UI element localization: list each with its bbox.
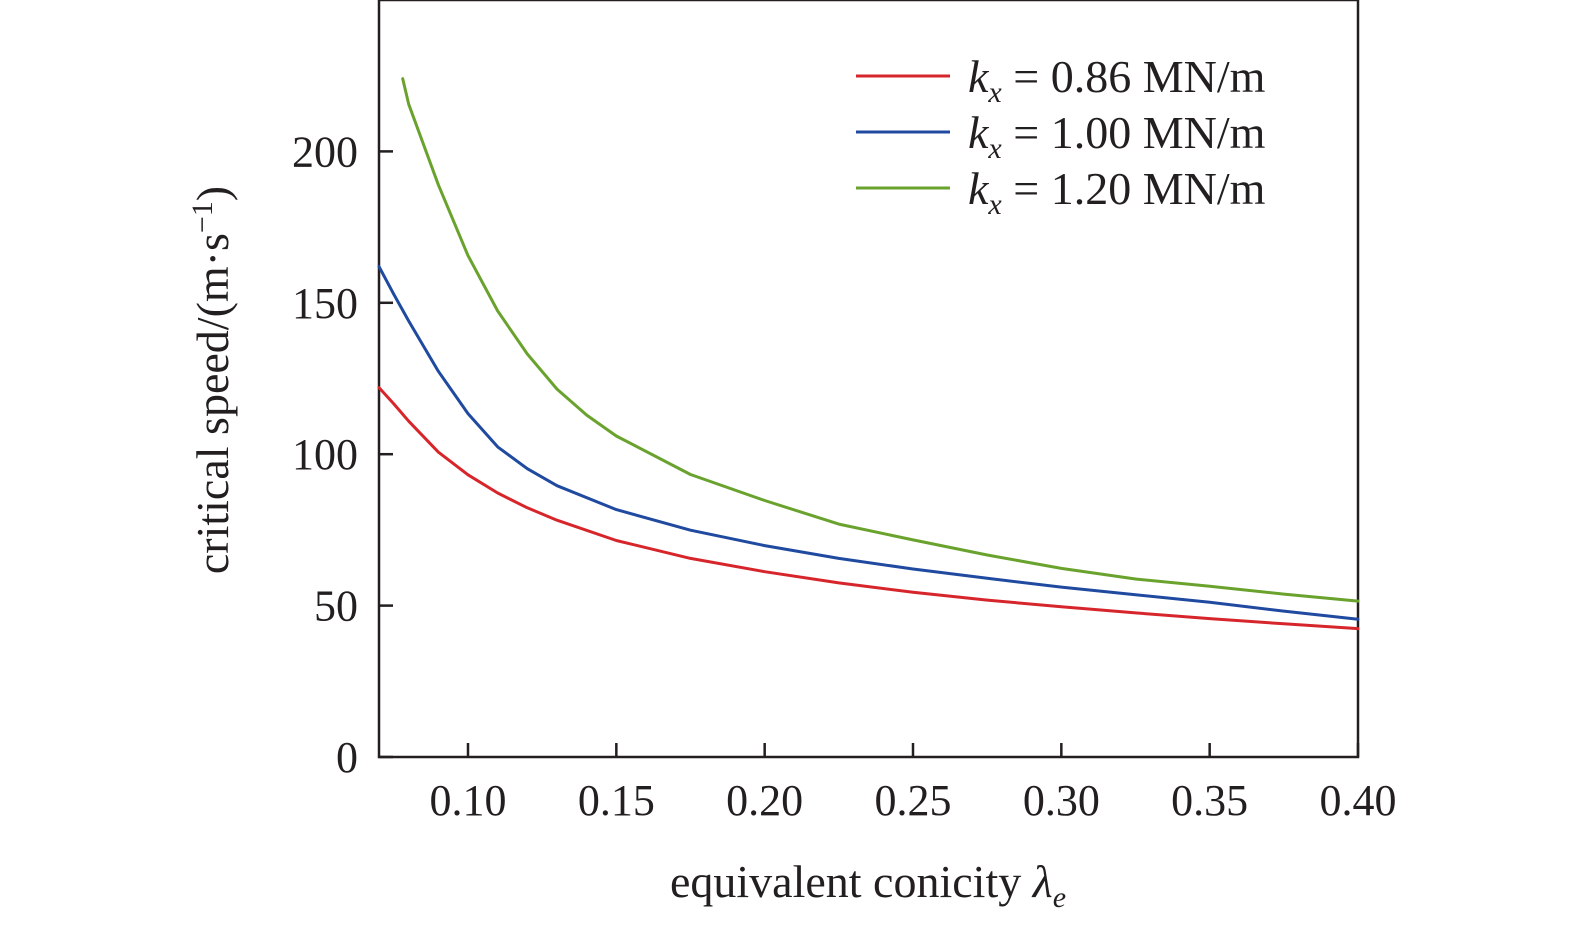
x-tick-label: 0.30 [1023,776,1100,825]
y-axis-title: critical speed/(m·s−1) [186,186,238,574]
series-line-3 [401,77,1360,603]
legend-label: kx = 1.00 MN/m [968,107,1266,165]
legend-label-text: = 1.00 MN/m [1002,107,1266,158]
x-axis-title-subscript: e [1053,881,1066,914]
legend-label-text: = 1.20 MN/m [1002,163,1266,214]
legend-label-symbol: k [968,163,990,214]
y-tick-label: 150 [292,279,358,328]
plot-frame [377,0,1360,759]
x-axis-title-text: equivalent conicity [670,856,1033,907]
y-axis-title-text: critical speed/(m·s [187,233,238,574]
x-tick-label: 0.15 [578,776,655,825]
y-axis-title-close: ) [187,186,238,201]
legend-entry: kx = 0.86 MN/m [856,51,1266,109]
axis-ticks: 0.10 0.15 0.20 0.25 0.30 0.35 0.40 0 50 100 150 200 [292,127,1397,825]
x-axis-title-symbol: λ [1031,856,1053,907]
series-line-2 [377,265,1360,621]
y-tick-label: 50 [314,582,358,631]
legend-label: kx = 0.86 MN/m [968,51,1266,109]
legend-label-symbol: k [968,107,990,158]
legend-label-subscript: x [987,76,1002,109]
legend-label-symbol: k [968,51,990,102]
y-axis-title-superscript: −1 [186,201,219,233]
x-tick-label: 0.10 [430,776,507,825]
plot-area-border [377,0,1360,759]
y-tick-label: 0 [336,733,358,782]
legend: kx = 0.86 MN/mkx = 1.00 MN/mkx = 1.20 MN… [856,51,1266,221]
y-tick-label: 100 [292,430,358,479]
legend-label-subscript: x [987,188,1002,221]
series-lines [377,77,1360,631]
x-tick-label: 0.20 [726,776,803,825]
x-tick-label: 0.40 [1320,776,1397,825]
y-tick-label: 200 [292,127,358,176]
x-tick-label: 0.25 [875,776,952,825]
legend-entry: kx = 1.20 MN/m [856,163,1266,221]
legend-label: kx = 1.20 MN/m [968,163,1266,221]
legend-label-subscript: x [987,132,1002,165]
x-tick-label: 0.35 [1171,776,1248,825]
legend-entry: kx = 1.00 MN/m [856,107,1266,165]
legend-label-text: = 0.86 MN/m [1002,51,1266,102]
series-line-1 [377,386,1360,631]
x-axis-title: equivalent conicity λe [670,856,1066,914]
